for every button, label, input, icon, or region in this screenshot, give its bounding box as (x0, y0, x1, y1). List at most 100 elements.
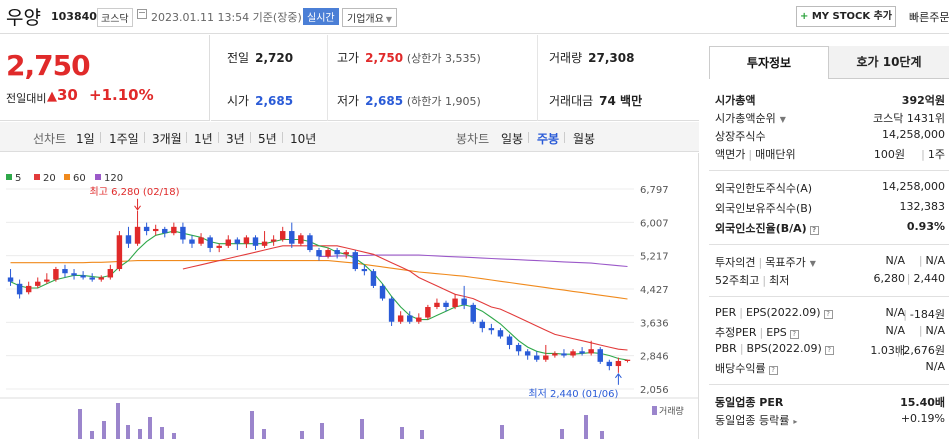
divider (709, 244, 949, 245)
company-overview-dropdown[interactable]: 기업개요 ▼ (342, 8, 397, 27)
tab-period-5y[interactable]: 5년 (258, 132, 277, 146)
amount-label: 거래대금 (549, 94, 594, 108)
opinion-row: 투자의견 | 목표주가 ▼ N/A | N/A (715, 252, 949, 270)
tab-period-1d[interactable]: 1일 (76, 132, 95, 146)
tab-candle-daily[interactable]: 일봉 (501, 132, 524, 146)
sector-change-row: 동일업종 등락률 ▸ +0.19% (715, 410, 949, 428)
candle-body (416, 317, 422, 322)
dividend-text: 배당수익률 (715, 362, 766, 375)
candle-body (44, 279, 50, 282)
candle-body (125, 235, 132, 244)
market-cap-rank-value: 코스닥 1431위 (873, 112, 945, 125)
tab-candle-weekly[interactable]: 주봉 (537, 132, 560, 146)
candle-body (361, 269, 368, 272)
caret-right-icon[interactable]: ▸ (793, 417, 798, 426)
est-eps-text: EPS (766, 326, 787, 339)
tab-line-chart[interactable]: 선차트 (33, 132, 67, 146)
y-tick-label: 3,636 (640, 318, 669, 329)
tab-period-3m[interactable]: 3개월 (152, 132, 182, 146)
change-rate: +1.10% (89, 86, 154, 104)
listed-shares-row: 상장주식수 14,258,000 (715, 126, 949, 144)
volume-label: 거래량 (549, 51, 583, 65)
tab-period-1w[interactable]: 1주일 (109, 132, 139, 146)
foreign-limit-row: 외국인한도주식수(A) 14,258,000 (715, 178, 949, 196)
volume-bar (116, 403, 120, 439)
opinion-value: N/A (885, 254, 905, 267)
tab-invest-info[interactable]: 투자정보 (709, 46, 829, 79)
opinion-label: 투자의견 | 목표주가 ▼ (715, 254, 816, 270)
price-chart-area[interactable]: 5 20 60 120 6,797 6,007 5,217 4,427 3,636 2,8… (0, 153, 699, 439)
candle-body (216, 245, 222, 248)
tab-quote-10[interactable]: 호가 10단계 (829, 46, 949, 79)
candle-body (25, 285, 32, 293)
volume-bar (360, 419, 364, 439)
sector-per-label: 동일업종 PER (715, 396, 784, 409)
divider (709, 170, 949, 171)
divider: | (759, 326, 764, 339)
candle-body (579, 351, 585, 354)
candle-body (35, 281, 41, 286)
add-mystock-button[interactable]: + MY STOCK 추가 (796, 6, 896, 27)
low-arrow-head (614, 372, 622, 379)
divider: | (762, 274, 767, 287)
quote-summary: 전일 2,720 고가 2,750 (상한가 3,535) 거래량 27,308 시가… (211, 35, 699, 121)
face-value-value: 100원 (873, 148, 905, 161)
tab-candle-monthly[interactable]: 월봉 (573, 132, 596, 146)
pbr-value: 1.03배 (870, 344, 905, 357)
volume-legend-label: 거래량 (659, 405, 684, 417)
candle-body (588, 349, 594, 354)
help-icon[interactable]: ? (824, 346, 834, 355)
divider (709, 384, 949, 385)
upper-limit: (상한가 3,535) (406, 52, 481, 65)
legend-ma5: 5 (6, 173, 21, 184)
candle-body (388, 298, 395, 322)
volume-bar (78, 409, 82, 439)
tab-period-1y[interactable]: 1년 (194, 132, 213, 146)
divider: | (906, 272, 911, 285)
chevron-down-icon[interactable]: ▼ (809, 259, 816, 268)
candle-body (397, 315, 404, 322)
candle-body (80, 275, 86, 278)
volume-bar (160, 427, 164, 439)
per-text: PER (715, 306, 737, 319)
candlestick-chart[interactable]: 6,797 6,007 5,217 4,427 3,636 2,846 2,056 최고 6,… (0, 153, 698, 439)
candle-body (488, 328, 495, 331)
help-icon[interactable]: ? (789, 330, 799, 339)
company-overview-label: 기업개요 (347, 14, 384, 25)
legend-ma20: 20 (34, 173, 56, 184)
volume-item: 거래량 27,308 (549, 49, 634, 66)
price-change: ▲30 (47, 86, 78, 104)
opinion-text: 투자의견 (715, 256, 756, 269)
candle-body (152, 228, 159, 232)
help-icon[interactable]: ? (809, 226, 819, 235)
face-value-row: 액면가 | 매매단위 100원 | 1주 (715, 144, 949, 162)
candle-body (243, 237, 250, 244)
add-mystock-label: MY STOCK 추가 (811, 11, 893, 22)
listed-shares-value: 14,258,000 (882, 128, 945, 141)
est-per-text: 추정PER (715, 326, 757, 339)
52week-high-text: 52주최고 (715, 274, 760, 287)
candle-body (543, 355, 549, 360)
target-price-text: 목표주가 (765, 256, 806, 269)
est-per-value: N/A (885, 324, 905, 337)
low-annotation: 최저 2,440 (01/06) (528, 388, 618, 400)
tab-period-3y[interactable]: 3년 (226, 132, 245, 146)
target-price-value-text: N/A (925, 254, 945, 267)
divider: | (918, 254, 923, 267)
stock-name: 우양 (6, 7, 41, 29)
volume-value: 27,308 (588, 51, 635, 65)
high-annotation: 최고 6,280 (02/18) (90, 186, 180, 198)
low-label: 저가 (337, 94, 360, 108)
foreign-holding-label: 외국인보유주식수(B) (715, 202, 813, 215)
candle-body (407, 315, 413, 322)
tab-candle-chart[interactable]: 봉차트 (456, 132, 490, 146)
help-icon[interactable]: ? (823, 310, 833, 319)
tab-period-10y[interactable]: 10년 (290, 132, 317, 146)
divider: | (758, 256, 763, 269)
realtime-badge[interactable]: 실시간 (303, 8, 339, 25)
y-tick-label: 2,846 (640, 352, 669, 363)
candle-body (343, 252, 349, 255)
chevron-down-icon[interactable]: ▼ (779, 115, 786, 124)
help-icon[interactable]: ? (768, 366, 778, 375)
quick-order-link[interactable]: 빠른주문 (909, 11, 949, 24)
